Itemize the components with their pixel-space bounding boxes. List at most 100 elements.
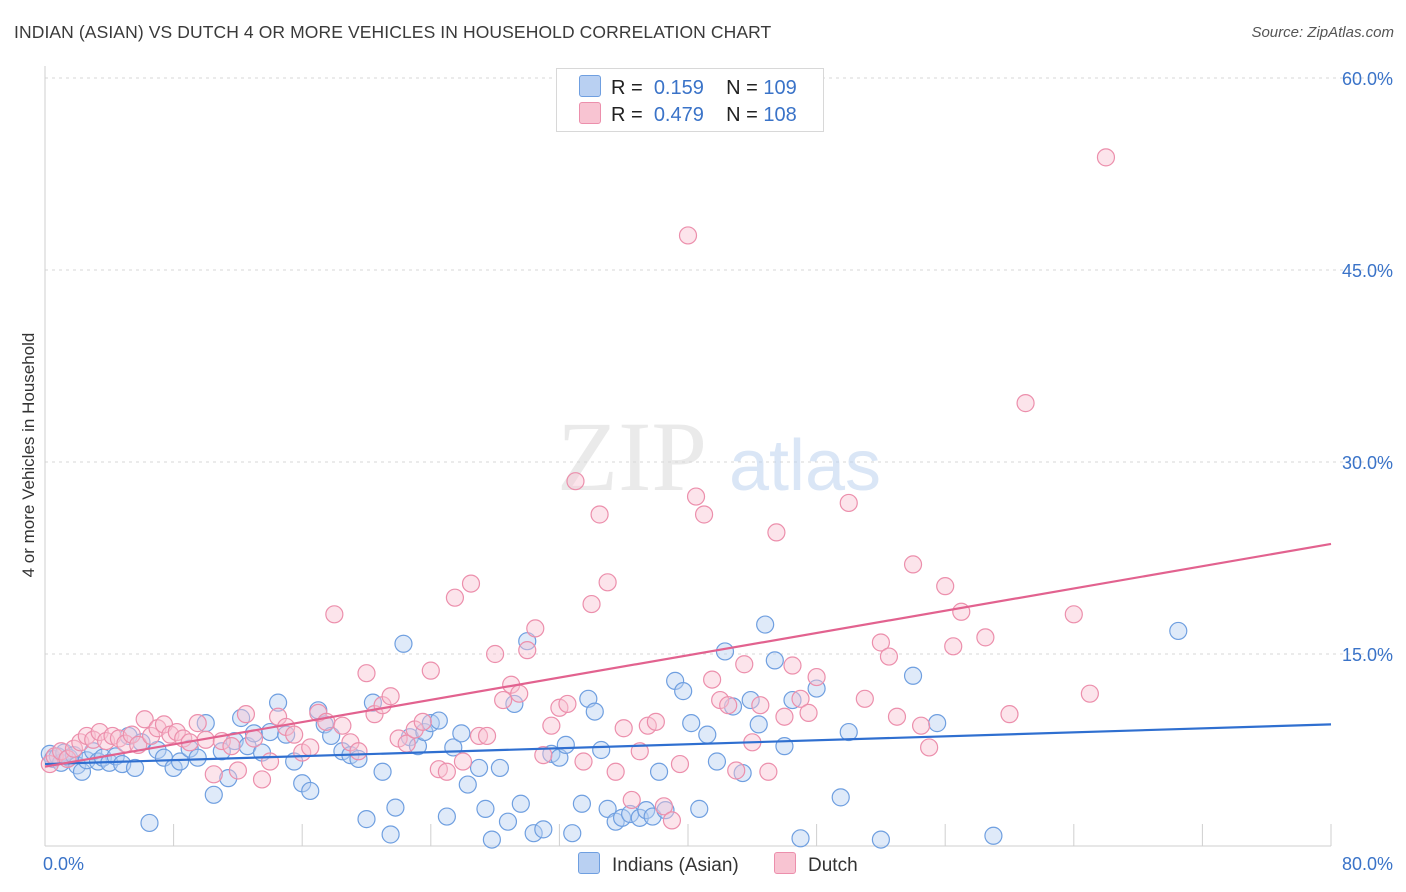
data-point-indians (649, 762, 669, 781)
data-point-indians (741, 690, 760, 710)
data-point-indians (357, 810, 376, 829)
data-point-indians (140, 813, 159, 833)
data-point-dutch (1080, 684, 1099, 703)
data-point-indians (698, 725, 717, 744)
data-point-indians (749, 715, 768, 734)
data-point-indians (572, 794, 592, 813)
data-point-dutch (751, 696, 770, 715)
data-point-indians (563, 824, 582, 843)
data-point-dutch (887, 707, 907, 726)
bottom-legend-indians: Indians (Asian) (578, 852, 739, 877)
trend-line-indians (44, 723, 1332, 766)
data-point-dutch (727, 761, 746, 780)
data-point-indians (452, 724, 471, 743)
data-point-indians (188, 748, 207, 767)
data-point-dutch (759, 762, 778, 781)
data-point-dutch (526, 619, 545, 638)
bottom-legend-dutch-label: Dutch (808, 855, 858, 876)
data-point-dutch (461, 574, 481, 593)
data-point-dutch (783, 656, 802, 675)
data-point-dutch (574, 752, 593, 771)
data-point-dutch (646, 712, 665, 731)
data-point-indians (871, 830, 891, 849)
data-point-indians (534, 820, 553, 839)
data-point-dutch (614, 719, 633, 738)
grid-lines (44, 66, 1392, 847)
data-point-dutch (325, 605, 344, 624)
source-label: Source: ZipAtlas.com (1251, 24, 1394, 41)
data-point-dutch (871, 633, 891, 652)
data-point-indians (268, 693, 288, 712)
data-point-dutch (437, 762, 456, 781)
data-point-indians (928, 714, 947, 733)
data-point-dutch (135, 710, 154, 729)
legend-swatch-dutch (579, 102, 601, 124)
data-point-indians (219, 769, 238, 788)
data-point-indians (511, 794, 530, 813)
data-point-dutch (510, 684, 529, 703)
data-point-dutch (686, 487, 706, 506)
data-point-dutch (903, 555, 923, 574)
data-point-dutch (413, 712, 432, 731)
legend-row-dutch: R = 0.479 N = 108 (579, 102, 797, 126)
data-point-dutch (1016, 394, 1035, 413)
data-point-dutch (1000, 705, 1019, 724)
data-point-indians (984, 826, 1003, 845)
data-point-dutch (285, 725, 304, 744)
trend-lines (44, 542, 1332, 768)
data-point-indians (429, 711, 448, 730)
data-point-dutch (228, 761, 247, 780)
data-point-indians (765, 651, 784, 670)
data-point-dutch (630, 742, 649, 761)
legend-swatch-indians (579, 75, 601, 97)
y-tick-label: 30.0% (1342, 453, 1393, 473)
data-point-indians (490, 758, 510, 778)
data-point-dutch (236, 705, 256, 724)
legend-row-indians: R = 0.159 N = 109 (579, 75, 797, 99)
data-point-indians (301, 781, 320, 801)
data-point-indians (204, 785, 223, 804)
y-axis-label: 4 or more Vehicles in Household (19, 333, 38, 578)
data-point-indians (585, 702, 604, 721)
legend-n-label: N = (726, 77, 758, 99)
data-point-indians (476, 799, 495, 818)
data-point-indians (791, 829, 810, 848)
data-point-dutch (534, 746, 553, 765)
data-point-dutch (1064, 605, 1083, 624)
data-point-indians (682, 714, 701, 733)
data-point-dutch (558, 694, 577, 714)
data-point-dutch (122, 725, 141, 744)
data-point-dutch (252, 770, 272, 789)
data-point-dutch (719, 696, 738, 715)
data-point-dutch (662, 811, 682, 830)
data-point-dutch (204, 765, 223, 784)
bottom-legend-indians-label: Indians (Asian) (612, 855, 739, 876)
data-point-dutch (582, 594, 601, 614)
data-point-dutch (799, 703, 818, 722)
series-dutch-points (40, 148, 1116, 830)
data-point-indians (212, 742, 231, 761)
data-point-dutch (855, 689, 874, 708)
data-point-indians (1169, 621, 1188, 641)
data-point-indians (482, 830, 501, 849)
data-point-indians (831, 788, 850, 807)
data-point-dutch (606, 762, 625, 781)
data-point-dutch (349, 742, 368, 761)
data-point-indians (394, 634, 413, 653)
legend-r-label: R = (611, 104, 643, 126)
data-point-indians (839, 722, 858, 742)
data-point-dutch (421, 661, 440, 680)
data-point-indians (322, 726, 341, 746)
data-point-dutch (944, 637, 963, 656)
data-point-dutch (622, 790, 641, 810)
data-point-indians (125, 758, 145, 778)
data-point-indians (458, 775, 477, 794)
data-point-dutch (1096, 148, 1116, 167)
data-point-indians (556, 735, 575, 754)
legend-n-value: 109 (763, 77, 797, 99)
data-point-indians (756, 615, 775, 634)
bottom-swatch-dutch (774, 852, 796, 874)
data-point-indians (505, 694, 524, 714)
data-point-indians (690, 799, 709, 818)
